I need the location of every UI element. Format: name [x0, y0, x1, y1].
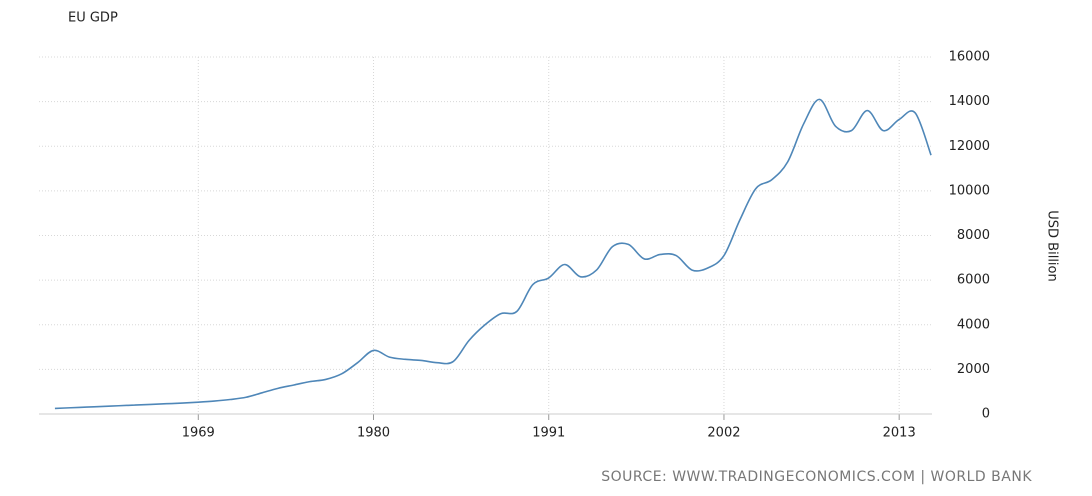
x-tick-label: 2013: [883, 426, 916, 441]
y-tick-label: 16000: [949, 50, 990, 65]
x-tick-label: 2002: [707, 426, 740, 441]
chart-title: EU GDP: [68, 11, 118, 26]
line: [54, 98, 932, 410]
x-tick-label: 1980: [357, 426, 390, 441]
source: SOURCE: WWW.TRADINGECONOMICS.COM | WORLD…: [601, 469, 1032, 485]
y-tick-label: 2000: [957, 362, 990, 377]
y-tick-label: 8000: [957, 228, 990, 243]
y-tick-label: 0: [982, 407, 990, 422]
y-tick-label: 10000: [949, 183, 990, 198]
y-tick-label: 4000: [957, 317, 990, 332]
y-axis-label: USD Billion: [1045, 210, 1060, 281]
y-tick-label: 6000: [957, 273, 990, 288]
x-tick-label: 1969: [182, 426, 215, 441]
y-tick-label: 14000: [949, 94, 990, 109]
x-tick-label: 1991: [532, 426, 565, 441]
y-tick-label: 12000: [949, 139, 990, 154]
